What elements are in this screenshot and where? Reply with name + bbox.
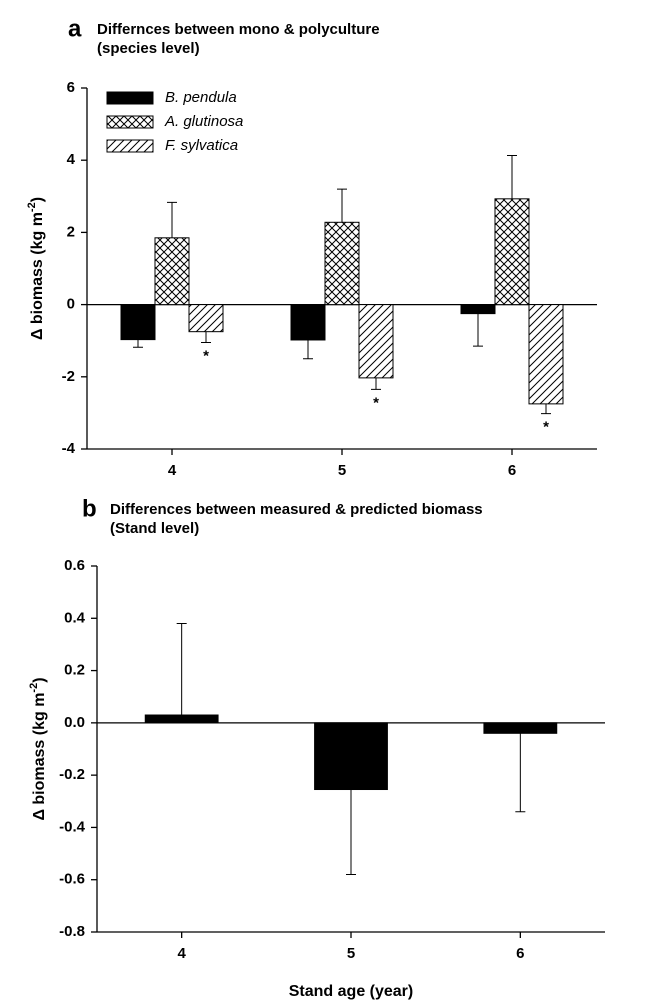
legend-label: A. glutinosa: [164, 113, 243, 130]
error-bar: [337, 188, 347, 223]
error-bar: [176, 623, 187, 716]
y-tick-label: 0.4: [64, 609, 86, 626]
bar: [188, 304, 224, 333]
x-tick-label: 4: [177, 945, 186, 962]
y-tick-label: 0: [67, 296, 75, 313]
error-bar: [303, 339, 313, 360]
bar: [528, 304, 564, 405]
error-bar: [371, 377, 381, 390]
bar: [290, 304, 326, 341]
x-tick-label: 4: [168, 462, 177, 479]
y-tick-label: -2: [62, 368, 75, 385]
y-axis-label-text: Δ biomass (kg m: [31, 693, 48, 821]
y-axis-label-sup: -2: [26, 202, 38, 212]
chart-subtitle: (species level): [97, 40, 200, 57]
y-tick-label: 0.2: [64, 662, 85, 679]
significance-marker: *: [543, 419, 549, 436]
x-axis-label: Stand age (year): [289, 983, 413, 1000]
y-tick-label: -0.2: [59, 766, 85, 783]
panel-letter: a: [68, 15, 82, 42]
y-axis-label: Δ biomass (kg m-2): [28, 677, 48, 820]
chart-title: Differnces between mono & polyculture: [97, 21, 380, 38]
bar: [494, 198, 530, 306]
panel-letter: b: [82, 495, 97, 522]
y-tick-label: 6: [67, 79, 75, 96]
bar: [483, 722, 558, 734]
y-axis-label-text: Δ biomass (kg m: [29, 212, 46, 340]
bar: [358, 304, 394, 379]
error-bar: [507, 155, 517, 199]
legend-swatch: [106, 139, 154, 153]
y-axis-label-sup: -2: [28, 683, 40, 693]
significance-marker: *: [203, 347, 209, 364]
bar: [314, 722, 388, 791]
y-tick-label: 0.0: [64, 714, 85, 731]
significance-marker: *: [373, 394, 379, 411]
y-tick-label: -4: [62, 440, 76, 457]
y-axis-label: Δ biomass (kg m-2): [26, 197, 46, 340]
error-bar: [515, 733, 526, 813]
bar: [324, 221, 360, 306]
legend-swatch: [106, 115, 154, 129]
y-tick-label: 4: [67, 151, 76, 168]
bar: [460, 304, 496, 315]
error-bar: [541, 403, 551, 415]
y-axis-label-tail: ): [31, 677, 48, 682]
bar: [120, 304, 156, 341]
y-tick-label: 0.6: [64, 557, 85, 574]
y-tick-label: -0.8: [59, 923, 85, 940]
legend-swatch: [106, 91, 154, 105]
legend-label: F. sylvatica: [165, 137, 238, 154]
y-tick-label: -0.6: [59, 871, 85, 888]
error-bar: [133, 339, 143, 348]
y-tick-label: 2: [67, 223, 75, 240]
y-tick-label: -0.4: [59, 818, 86, 835]
error-bar: [473, 313, 483, 347]
x-tick-label: 6: [508, 462, 516, 479]
legend-label: B. pendula: [165, 89, 237, 106]
x-tick-label: 5: [338, 462, 346, 479]
bar: [144, 714, 219, 724]
error-bar: [346, 789, 356, 875]
bar: [154, 237, 190, 306]
y-axis-label-tail: ): [29, 197, 46, 202]
error-bar: [201, 331, 211, 344]
x-tick-label: 6: [516, 945, 524, 962]
chart-title: Differences between measured & predicted…: [110, 501, 483, 518]
x-tick-label: 5: [347, 945, 355, 962]
error-bar: [167, 201, 177, 238]
chart-subtitle: (Stand level): [110, 520, 199, 537]
